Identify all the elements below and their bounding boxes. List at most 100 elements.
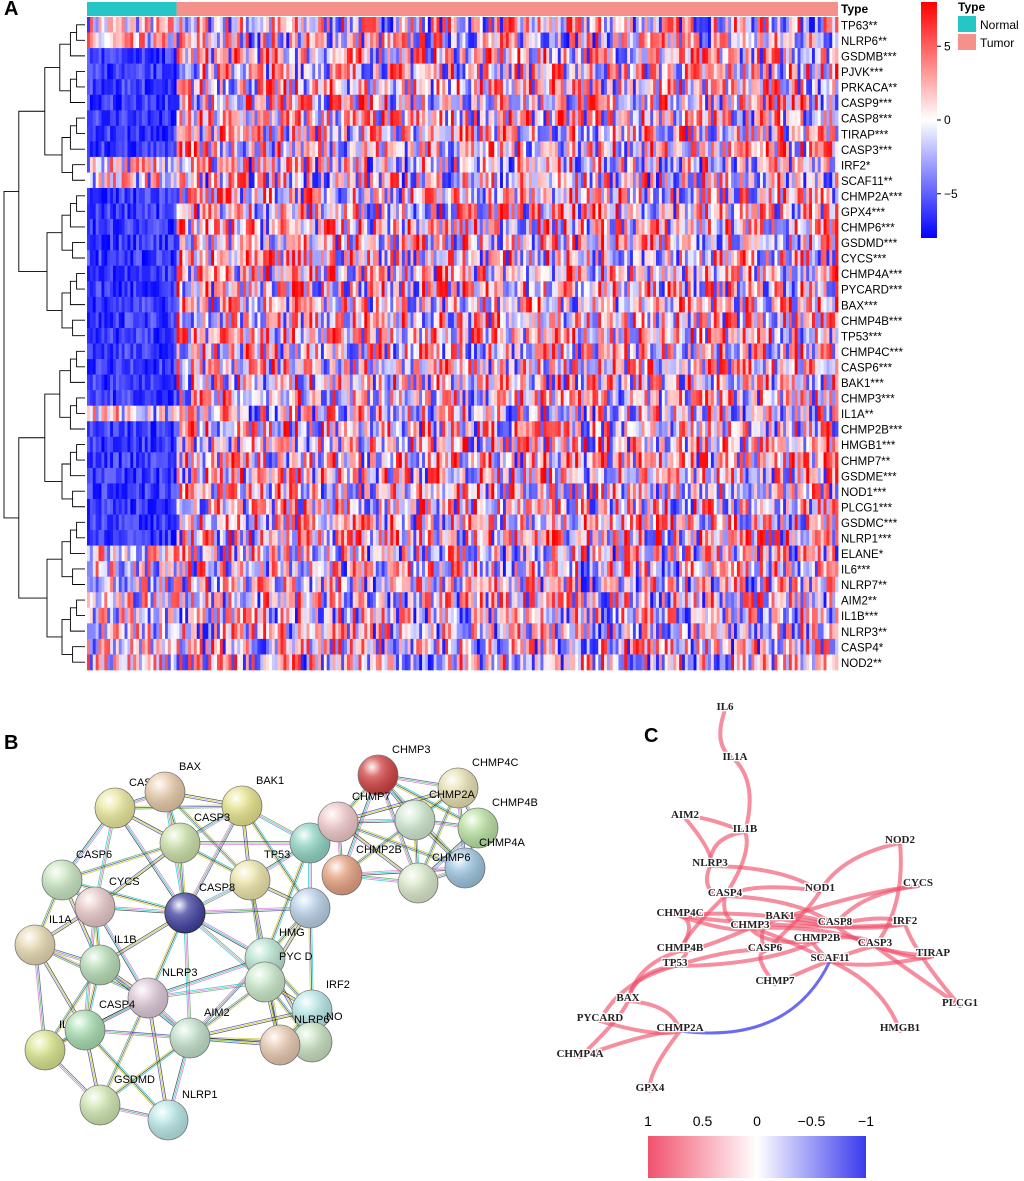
- ppi-node: CHMP2A: [394, 789, 476, 841]
- correlation-node-label: BAX: [616, 992, 639, 1004]
- ppi-node: CHMP6: [397, 852, 471, 904]
- correlation-tick-label: 0: [753, 1113, 761, 1129]
- heatmap-color-scale: [921, 2, 937, 238]
- ppi-node: AIM2: [169, 1007, 230, 1059]
- panel-label-b: B: [4, 732, 19, 754]
- ppi-node: NLRP1: [147, 1089, 217, 1141]
- gene-label: CHMP4C***: [841, 347, 904, 359]
- gene-label: CHMP3***: [841, 394, 895, 406]
- correlation-node-label: NOD2: [885, 834, 915, 846]
- ppi-node: CHMP2B: [321, 844, 402, 896]
- ppi-node: TIRAP: [289, 877, 356, 929]
- ppi-node: TP63: [289, 812, 350, 864]
- correlation-node-label: TP53: [662, 957, 688, 969]
- panel-label-c: C: [644, 725, 659, 747]
- heatmap-cells: [87, 17, 839, 671]
- annotation-normal: [87, 2, 177, 16]
- correlation-tick-label: 1: [644, 1113, 652, 1129]
- ppi-node: CHMP3: [357, 744, 431, 796]
- correlation-node-label: CASP8: [818, 916, 853, 928]
- gene-label: CASP4*: [841, 642, 884, 654]
- ppi-node-label: CHMP4C: [472, 757, 519, 769]
- ppi-node-label: CASP4: [99, 999, 135, 1011]
- gene-label: TIRAP***: [841, 129, 889, 141]
- ppi-node: CYCS: [74, 876, 140, 928]
- ppi-nodes: CASP9 BAX BAK1 CASP3 TP63 CASP6 CYCS TP53 TIRAP I…: [14, 744, 538, 1141]
- ppi-node-label: NO: [326, 1011, 343, 1023]
- ppi-node-label: IL1B: [114, 934, 137, 946]
- ppi-node-label: BAX: [179, 761, 202, 773]
- gene-label: NLRP7**: [841, 580, 888, 592]
- gene-label: HMGB1***: [841, 440, 896, 452]
- legend-normal-label: Normal: [980, 18, 1019, 32]
- ppi-node: CHMP4B: [457, 797, 538, 849]
- heatmap-scale-ticks: 5 0 −5: [937, 39, 958, 201]
- gene-label: CYCS***: [841, 254, 887, 266]
- scale-tick-label: 5: [944, 39, 951, 53]
- ppi-node-label: CASP3: [194, 812, 230, 824]
- gene-label: SCAF11**: [841, 176, 893, 188]
- ppi-node-label: HMG: [279, 927, 305, 939]
- gene-label: IRF2*: [841, 160, 871, 172]
- heatmap-panel: Type TP63** NLRP6** GSDMB*** PJVK*** PRKACA*…: [3, 0, 1019, 671]
- gene-labels: TP63** NLRP6** GSDMB*** PJVK*** PRKACA** CASP…: [841, 20, 904, 670]
- ppi-node: CASP4: [64, 999, 135, 1051]
- correlation-node-label: BAK1: [765, 910, 794, 922]
- ppi-node: IL1A: [14, 914, 72, 966]
- ppi-node-label: AIM2: [204, 1007, 230, 1019]
- legend-tumor-label: Tumor: [980, 36, 1014, 50]
- correlation-node-label: CHMP4C: [656, 907, 703, 919]
- correlation-node-label: TIRAP: [916, 947, 951, 959]
- ppi-network-panel: CASP9 BAX BAK1 CASP3 TP63 CASP6 CYCS TP53 TIRAP I…: [14, 744, 538, 1141]
- correlation-node-label: IL1B: [733, 823, 758, 835]
- gene-label: GSDMC***: [841, 518, 898, 530]
- gene-label: TP53***: [841, 331, 882, 343]
- correlation-node-label: AIM2: [671, 809, 700, 821]
- ppi-node-label: NLRP1: [182, 1089, 217, 1101]
- correlation-node-label: CHMP3: [730, 919, 770, 931]
- gene-label: AIM2**: [841, 596, 877, 608]
- correlation-node-label: NLRP3: [692, 857, 728, 869]
- correlation-node-label: HMGB1: [880, 1022, 920, 1034]
- ppi-node-label: CASP6: [76, 849, 112, 861]
- correlation-node-label: IL6: [716, 701, 734, 713]
- gene-label: NOD1***: [841, 487, 887, 499]
- ppi-node-label: NLRP6: [294, 1014, 329, 1026]
- scale-tick-label: 0: [944, 113, 951, 127]
- gene-label: PRKACA**: [841, 83, 898, 95]
- gene-label: CASP3***: [841, 145, 893, 157]
- gene-label: CHMP4B***: [841, 316, 903, 328]
- ppi-node-label: BAK1: [256, 775, 284, 787]
- ppi-node: NO: [291, 1011, 343, 1063]
- correlation-node-label: CHMP2A: [656, 1022, 703, 1034]
- ppi-node: CHMP4A: [444, 837, 526, 889]
- correlation-node-label: CHMP4A: [556, 1048, 603, 1060]
- gene-label: TP63**: [841, 20, 878, 32]
- gene-label: PJVK***: [841, 67, 884, 79]
- legend-tumor-swatch: [958, 34, 976, 50]
- ppi-node-label: IRF2: [326, 979, 350, 991]
- ppi-node-label: CHMP4B: [492, 797, 538, 809]
- ppi-node: NLRP6: [259, 1014, 329, 1066]
- correlation-color-scale: [648, 1136, 866, 1178]
- gene-label: IL1A**: [841, 409, 874, 421]
- legend-normal-swatch: [958, 16, 976, 32]
- ppi-node-label: CHMP2A: [429, 789, 476, 801]
- gene-label: GSDMD***: [841, 238, 898, 250]
- scale-tick-label: −5: [944, 187, 958, 201]
- ppi-node: PYC D: [244, 951, 313, 1003]
- gene-label: PLCG1***: [841, 502, 893, 514]
- correlation-node-label: IRF2: [893, 915, 918, 927]
- ppi-node: CASP6: [41, 849, 112, 901]
- gene-label: CHMP6***: [841, 223, 895, 235]
- gene-label: CASP8***: [841, 114, 893, 126]
- correlation-tick-label: −0.5: [798, 1113, 826, 1129]
- gene-label: NLRP6**: [841, 36, 888, 48]
- correlation-node-label: CASP4: [708, 887, 743, 899]
- ppi-node-label: CYCS: [109, 876, 140, 888]
- ppi-node-label: TP53: [264, 849, 290, 861]
- gene-label: CASP9***: [841, 98, 893, 110]
- correlation-node-label: CHMP4B: [657, 942, 704, 954]
